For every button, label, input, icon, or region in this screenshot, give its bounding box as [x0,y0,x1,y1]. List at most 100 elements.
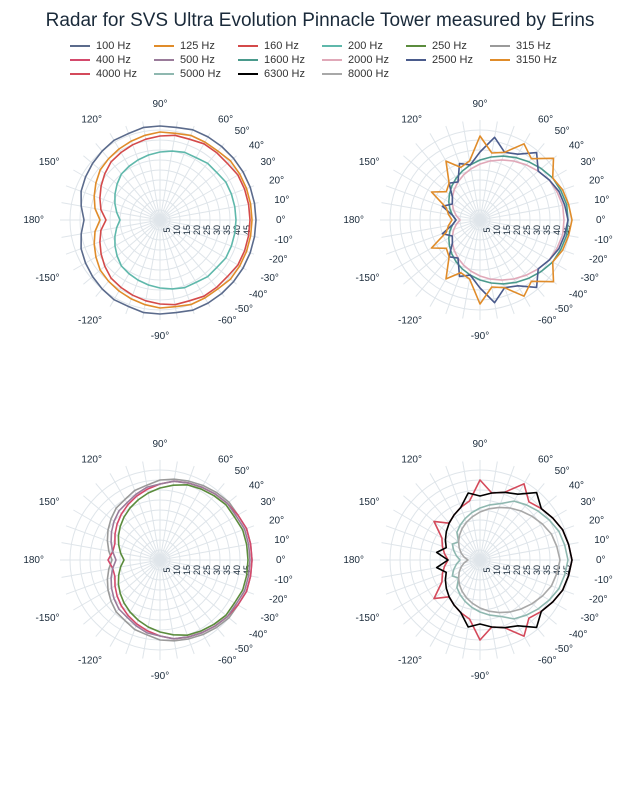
svg-text:-50°: -50° [555,304,573,315]
svg-text:10°: 10° [594,535,609,546]
svg-text:40°: 40° [249,140,264,151]
svg-text:20: 20 [512,225,522,235]
legend-swatch [490,45,510,47]
svg-text:-40°: -40° [249,630,267,641]
legend-label: 2500 Hz [432,54,473,66]
legend-swatch [238,59,258,61]
svg-text:10: 10 [172,565,182,575]
legend-item[interactable]: 8000 Hz [322,68,394,80]
svg-text:5: 5 [482,227,492,232]
svg-text:20: 20 [192,225,202,235]
legend-item[interactable]: 6300 Hz [238,68,310,80]
svg-text:-150°: -150° [356,613,380,624]
svg-text:-20°: -20° [269,255,287,266]
legend-item[interactable]: 315 Hz [490,40,562,52]
svg-text:40: 40 [552,225,562,235]
svg-text:-10°: -10° [274,235,292,246]
svg-text:10°: 10° [274,195,289,206]
legend-swatch [70,73,90,75]
svg-text:40°: 40° [569,140,584,151]
svg-text:40°: 40° [249,480,264,491]
svg-text:35: 35 [542,565,552,575]
svg-text:-10°: -10° [594,235,612,246]
legend-item[interactable]: 5000 Hz [154,68,226,80]
svg-text:30°: 30° [260,157,275,168]
svg-text:50°: 50° [235,466,250,477]
legend-item[interactable]: 400 Hz [70,54,142,66]
legend-label: 125 Hz [180,40,215,52]
svg-text:-30°: -30° [260,273,278,284]
legend-item[interactable]: 2000 Hz [322,54,394,66]
svg-text:150°: 150° [39,497,60,508]
legend: 100 Hz 125 Hz 160 Hz 200 Hz 250 Hz 315 Hz 400 … [0,36,640,86]
legend-label: 2000 Hz [348,54,389,66]
svg-text:0°: 0° [276,215,286,226]
svg-text:50°: 50° [235,126,250,137]
legend-swatch [322,73,342,75]
legend-item[interactable]: 4000 Hz [70,68,142,80]
svg-text:-10°: -10° [274,575,292,586]
panel-bottom-left: 510152025303540450°10°20°30°40°50°60°90°… [0,430,320,690]
svg-text:90°: 90° [152,99,167,110]
svg-text:180°: 180° [343,215,364,226]
svg-text:60°: 60° [538,455,553,466]
svg-text:-50°: -50° [235,304,253,315]
legend-label: 200 Hz [348,40,383,52]
legend-item[interactable]: 100 Hz [70,40,142,52]
legend-label: 100 Hz [96,40,131,52]
svg-text:-60°: -60° [538,315,556,326]
svg-text:10: 10 [492,225,502,235]
legend-item[interactable]: 160 Hz [238,40,310,52]
svg-text:30: 30 [532,225,542,235]
panel-top-left: 510152025303540450°10°20°30°40°50°60°90°… [0,90,320,350]
svg-text:5: 5 [162,567,172,572]
svg-text:15: 15 [182,565,192,575]
svg-text:-20°: -20° [589,595,607,606]
svg-text:60°: 60° [218,115,233,126]
svg-text:60°: 60° [218,455,233,466]
svg-text:20°: 20° [269,175,284,186]
legend-swatch [490,59,510,61]
svg-text:60°: 60° [538,115,553,126]
svg-text:10°: 10° [274,535,289,546]
legend-swatch [154,45,174,47]
legend-item[interactable]: 3150 Hz [490,54,562,66]
svg-text:-120°: -120° [78,315,102,326]
svg-text:35: 35 [222,225,232,235]
svg-text:30°: 30° [580,157,595,168]
legend-item[interactable]: 200 Hz [322,40,394,52]
radar-panels: 510152025303540450°10°20°30°40°50°60°90°… [0,86,640,690]
legend-label: 6300 Hz [264,68,305,80]
svg-text:-40°: -40° [249,290,267,301]
panel-bottom-right: 510152025303540450°10°20°30°40°50°60°90°… [320,430,640,690]
svg-text:15: 15 [502,565,512,575]
svg-text:120°: 120° [401,115,422,126]
legend-label: 1600 Hz [264,54,305,66]
legend-item[interactable]: 125 Hz [154,40,226,52]
legend-item[interactable]: 2500 Hz [406,54,478,66]
legend-label: 4000 Hz [96,68,137,80]
svg-text:150°: 150° [359,157,380,168]
svg-text:50°: 50° [555,126,570,137]
svg-text:35: 35 [222,565,232,575]
legend-swatch [70,59,90,61]
svg-text:20°: 20° [589,515,604,526]
svg-text:0°: 0° [596,555,606,566]
svg-text:30: 30 [212,225,222,235]
svg-text:120°: 120° [81,455,102,466]
svg-text:40: 40 [232,565,242,575]
svg-text:20°: 20° [589,175,604,186]
svg-text:150°: 150° [359,497,380,508]
svg-text:-30°: -30° [580,273,598,284]
legend-item[interactable]: 500 Hz [154,54,226,66]
legend-label: 3150 Hz [516,54,557,66]
legend-item[interactable]: 250 Hz [406,40,478,52]
svg-text:30: 30 [212,565,222,575]
svg-text:-90°: -90° [471,331,489,342]
svg-text:90°: 90° [472,439,487,450]
legend-item[interactable]: 1600 Hz [238,54,310,66]
svg-text:10: 10 [492,565,502,575]
svg-text:5: 5 [482,567,492,572]
svg-text:20: 20 [512,565,522,575]
legend-swatch [406,59,426,61]
